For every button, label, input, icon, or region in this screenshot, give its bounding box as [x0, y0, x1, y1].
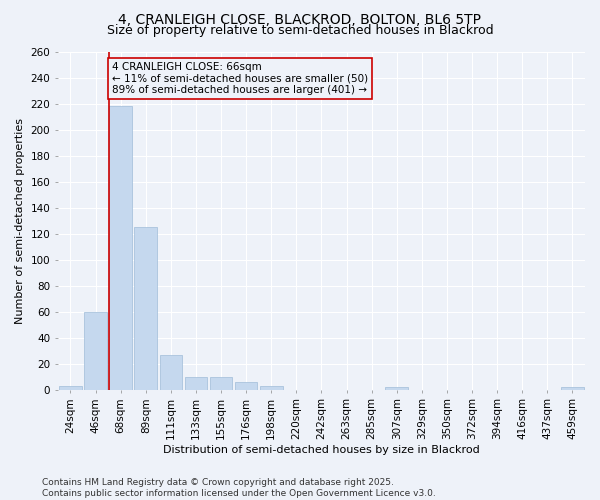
Text: 4, CRANLEIGH CLOSE, BLACKROD, BOLTON, BL6 5TP: 4, CRANLEIGH CLOSE, BLACKROD, BOLTON, BL… — [119, 12, 482, 26]
Bar — [385, 387, 408, 390]
Bar — [59, 386, 82, 390]
Y-axis label: Number of semi-detached properties: Number of semi-detached properties — [15, 118, 25, 324]
Bar — [185, 376, 207, 390]
Bar — [260, 386, 283, 390]
Text: 4 CRANLEIGH CLOSE: 66sqm
← 11% of semi-detached houses are smaller (50)
89% of s: 4 CRANLEIGH CLOSE: 66sqm ← 11% of semi-d… — [112, 62, 368, 95]
X-axis label: Distribution of semi-detached houses by size in Blackrod: Distribution of semi-detached houses by … — [163, 445, 480, 455]
Bar — [235, 382, 257, 390]
Bar — [561, 387, 584, 390]
Bar — [134, 227, 157, 390]
Bar — [84, 312, 107, 390]
Bar — [160, 354, 182, 390]
Bar — [210, 376, 232, 390]
Text: Contains HM Land Registry data © Crown copyright and database right 2025.
Contai: Contains HM Land Registry data © Crown c… — [42, 478, 436, 498]
Bar — [109, 106, 132, 390]
Text: Size of property relative to semi-detached houses in Blackrod: Size of property relative to semi-detach… — [107, 24, 493, 37]
